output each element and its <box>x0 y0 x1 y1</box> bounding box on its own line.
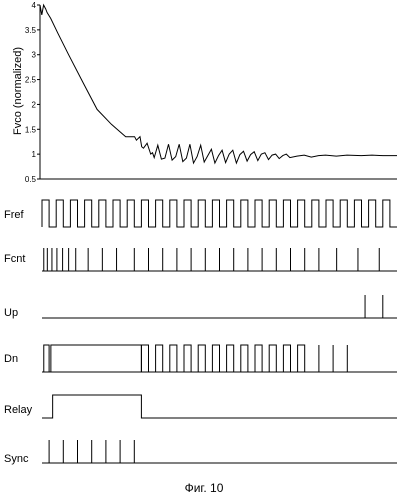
channel-label: Up <box>4 307 18 319</box>
fvco-y-tick-label: 3 <box>32 51 37 60</box>
channel-label: Dn <box>4 353 18 365</box>
fvco-y-tick-label: 1 <box>32 150 37 159</box>
channel-label: Fcnt <box>4 253 25 265</box>
channel-fcnt: Fcnt <box>4 248 397 271</box>
waveform <box>141 345 311 372</box>
fvco-y-tick-label: 0.5 <box>25 175 37 184</box>
channel-label: Sync <box>4 453 29 465</box>
fvco-series-line <box>40 5 397 163</box>
fvco-y-tick-label: 2 <box>32 100 37 109</box>
fvco-y-axis-label: Fvco (normalized) <box>12 47 24 135</box>
channel-relay: Relay <box>4 395 397 418</box>
fvco-y-tick-label: 3.5 <box>25 26 37 35</box>
channel-up: Up <box>4 295 397 319</box>
channel-sync: Sync <box>4 440 397 465</box>
timing-diagram: Fref Fcnt Up Dn Relay Sync <box>4 200 397 465</box>
fvco-plot: Fvco (normalized) 0.5 1 1.5 2 2.5 3 3.5 4 <box>12 1 397 184</box>
channel-label: Fref <box>4 209 25 221</box>
fvco-tick-group: 0.5 1 1.5 2 2.5 3 3.5 4 <box>25 1 40 184</box>
channel-dn: Dn <box>4 345 397 372</box>
level-high <box>51 345 142 372</box>
channel-label: Relay <box>4 404 33 416</box>
fvco-y-tick-label: 2.5 <box>25 76 37 85</box>
channel-fref: Fref <box>4 200 397 227</box>
waveform <box>42 200 397 227</box>
fvco-y-tick-label: 4 <box>32 1 37 10</box>
pulse <box>44 345 49 372</box>
waveform <box>42 395 397 418</box>
fvco-y-tick-label: 1.5 <box>25 125 37 134</box>
figure-caption: Фиг. 10 <box>185 481 224 495</box>
